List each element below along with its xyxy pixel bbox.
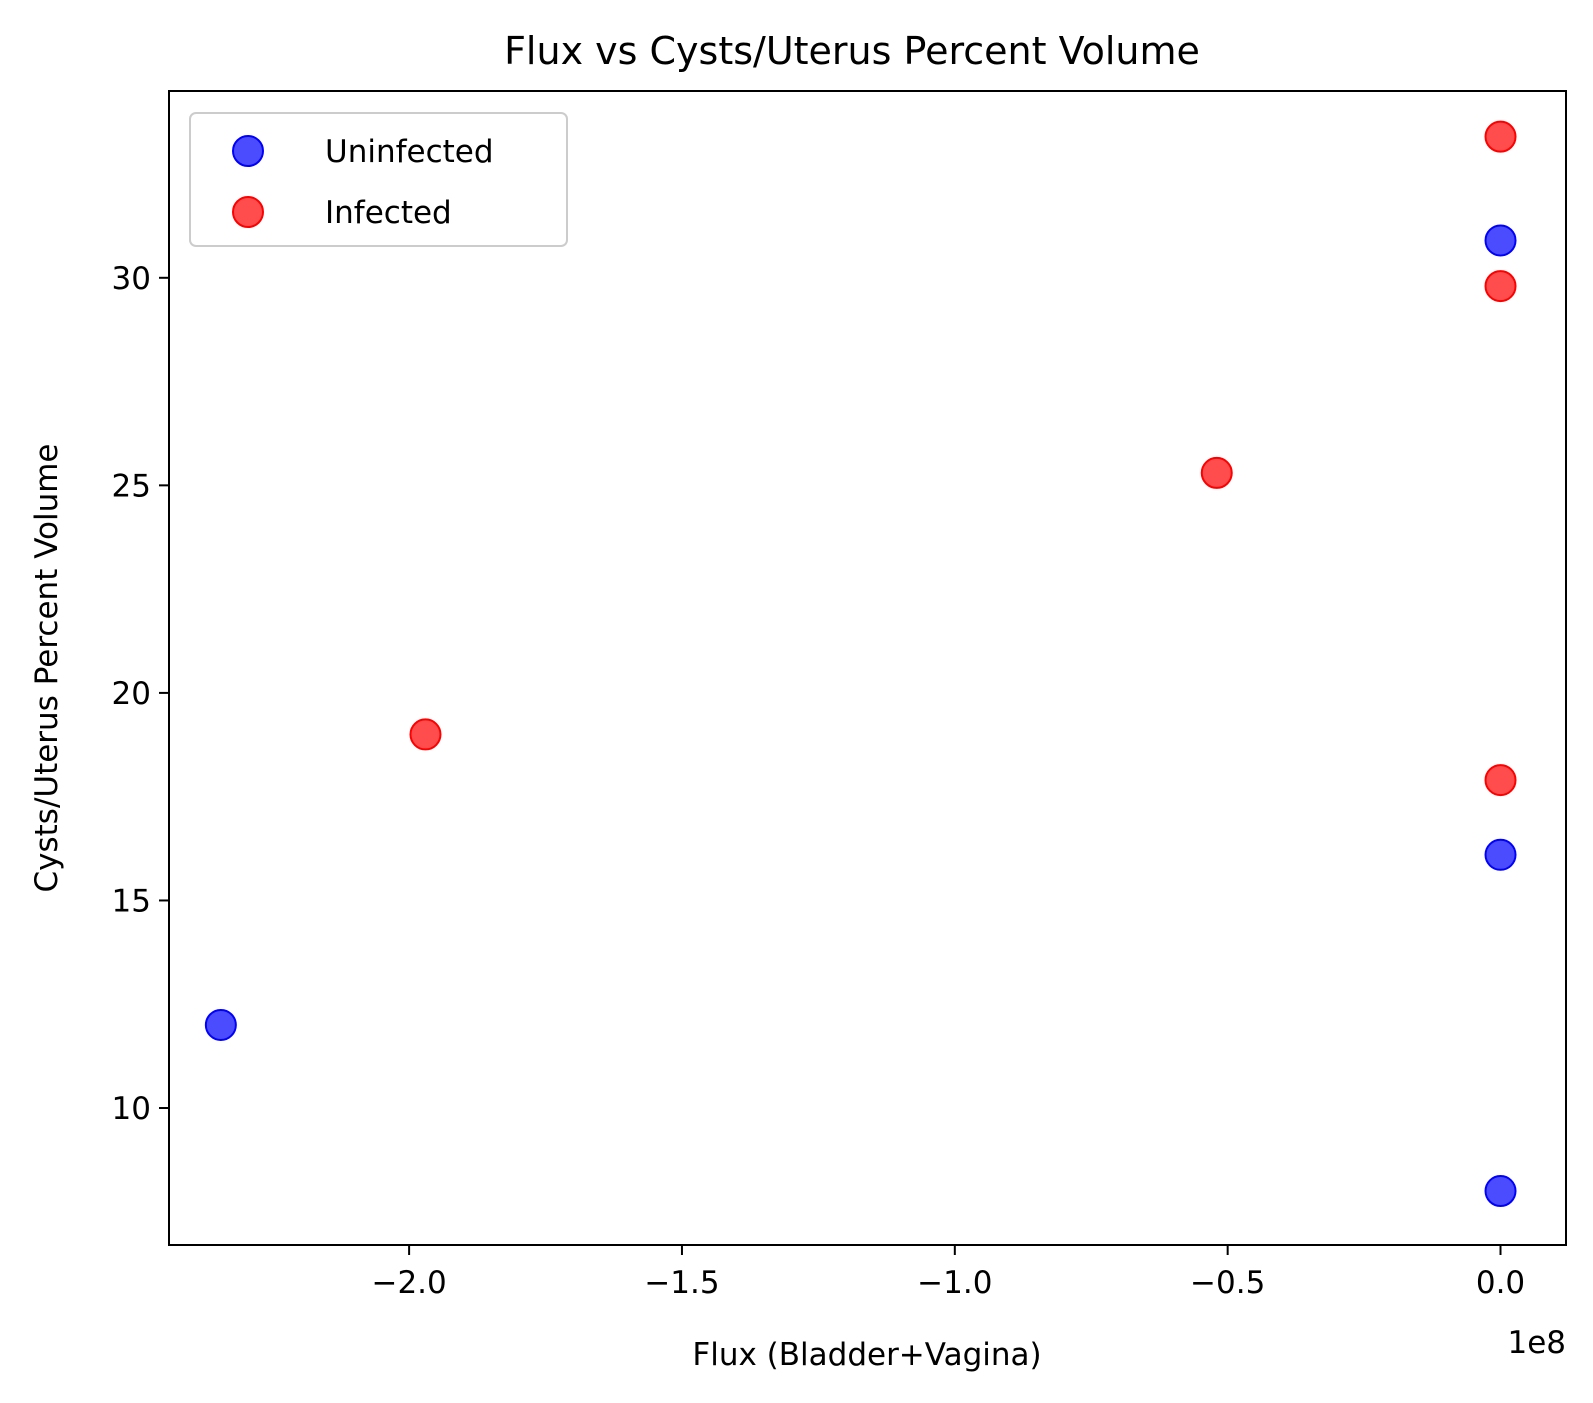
legend-label-infected: Infected (325, 195, 452, 231)
data-point-infected (1484, 120, 1517, 153)
plot-area-frame (168, 90, 1567, 1246)
data-point-infected (1484, 764, 1517, 797)
x-tick-label: −1.5 (644, 1265, 719, 1301)
x-tick-label: 0.0 (1476, 1265, 1525, 1301)
legend-marker-infected (232, 196, 264, 228)
y-tick-label: 15 (112, 883, 151, 919)
legend: Uninfected Infected (189, 112, 568, 247)
data-point-infected (409, 718, 442, 751)
data-point-infected (1200, 456, 1233, 489)
y-tick-label: 30 (112, 261, 151, 297)
data-point-uninfected (1484, 1175, 1517, 1208)
x-tick-label: −2.0 (371, 1265, 446, 1301)
legend-items: Uninfected Infected (232, 134, 494, 231)
chart-title: Flux vs Cysts/Uterus Percent Volume (504, 29, 1200, 73)
points-layer (204, 120, 1517, 1208)
legend-frame (189, 112, 568, 247)
y-tick-label: 25 (112, 468, 151, 504)
legend-marker-uninfected (232, 135, 264, 167)
data-point-uninfected (1484, 224, 1517, 257)
data-point-infected (1484, 270, 1517, 303)
x-axis-offset-label: 1e8 (1507, 1325, 1566, 1361)
x-tick-label: −0.5 (1190, 1265, 1265, 1301)
y-tick-label: 10 (112, 1091, 151, 1127)
ticks-layer: −2.0 −1.5 −1.0 −0.5 0.0 10 15 20 25 30 (112, 261, 1526, 1301)
x-axis-label: Flux (Bladder+Vagina) (692, 1337, 1041, 1373)
data-point-uninfected (1484, 838, 1517, 871)
data-point-uninfected (204, 1008, 237, 1041)
x-tick-label: −1.0 (917, 1265, 992, 1301)
legend-label-uninfected: Uninfected (325, 134, 494, 170)
y-axis-label: Cysts/Uterus Percent Volume (29, 443, 65, 892)
y-tick-label: 20 (112, 676, 151, 712)
